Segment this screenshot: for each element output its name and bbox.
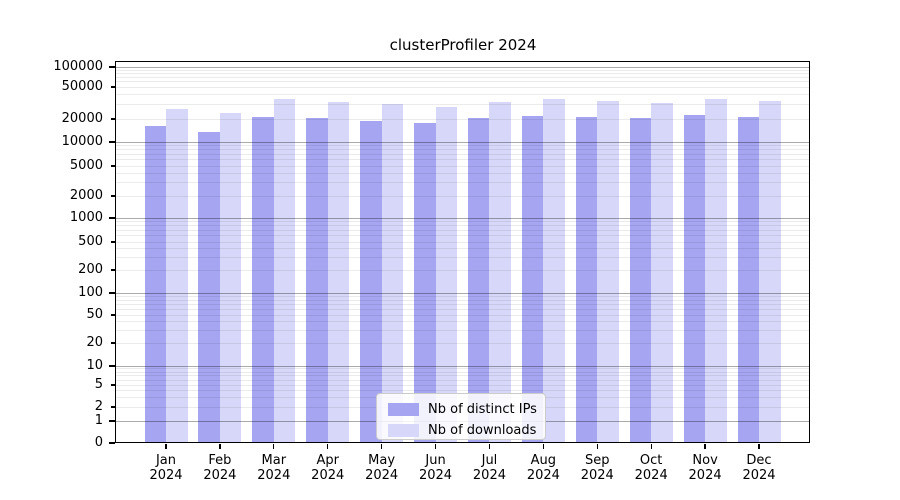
plot-area: Nb of distinct IPs Nb of downloads (115, 61, 810, 443)
legend-item-distinct-ips: Nb of distinct IPs (388, 399, 545, 420)
bar-nb-of-downloads-jul (489, 101, 511, 443)
x-tick-label-feb: Feb 2024 (203, 453, 237, 483)
x-tick-mark (542, 444, 544, 449)
y-tick-label-100: 100 (78, 285, 103, 300)
y-tick-label-20000: 20000 (61, 111, 103, 126)
y-tick-label-5: 5 (94, 377, 103, 392)
x-tick-label-nov: Nov 2024 (688, 453, 722, 483)
x-tick-mark (704, 444, 706, 449)
x-tick-label-jan: Jan 2024 (149, 453, 183, 483)
bar-nb-of-distinct-ips-dec (737, 116, 759, 443)
y-tick-label-0: 0 (94, 435, 103, 450)
x-tick-mark (434, 444, 437, 449)
y-tick-mark (110, 269, 115, 271)
bar-nb-of-downloads-oct (651, 102, 673, 443)
y-tick-label-2: 2 (94, 399, 103, 414)
y-tick-mark (109, 141, 115, 143)
legend-label-downloads: Nb of downloads (428, 423, 537, 438)
bar-nb-of-distinct-ips-jun (414, 123, 436, 443)
y-tick-mark (109, 442, 115, 444)
y-tick-mark (109, 420, 115, 422)
y-tick-mark (110, 118, 115, 120)
bar-nb-of-downloads-apr (327, 101, 350, 443)
x-tick-label-sep: Sep 2024 (580, 453, 614, 483)
y-tick-label-50000: 50000 (61, 79, 103, 94)
x-tick-label-aug: Aug 2024 (526, 453, 560, 483)
bar-nb-of-downloads-dec (759, 100, 781, 443)
x-tick-mark (596, 444, 598, 449)
bar-nb-of-downloads-mar (273, 99, 296, 443)
bar-nb-of-downloads-sep (597, 100, 619, 443)
bar-nb-of-downloads-may (381, 104, 404, 443)
x-tick-mark (327, 444, 329, 449)
y-tick-label-20: 20 (86, 335, 103, 350)
y-tick-mark (109, 217, 115, 219)
y-tick-mark (109, 292, 115, 294)
y-tick-label-10: 10 (86, 358, 103, 373)
bar-nb-of-distinct-ips-sep (575, 116, 598, 443)
bar-nb-of-downloads-jan (166, 108, 188, 443)
y-tick-mark (110, 384, 115, 386)
x-tick-mark (273, 444, 275, 449)
y-tick-label-50: 50 (86, 307, 103, 322)
x-tick-mark (758, 444, 760, 449)
x-tick-label-oct: Oct 2024 (634, 453, 668, 483)
x-tick-label-apr: Apr 2024 (311, 453, 345, 483)
x-tick-mark (380, 444, 383, 449)
y-tick-mark (110, 86, 115, 88)
y-tick-label-10000: 10000 (61, 134, 103, 149)
legend-item-downloads: Nb of downloads (388, 420, 545, 441)
bar-nb-of-distinct-ips-nov (683, 115, 706, 443)
bar-nb-of-distinct-ips-jan (144, 126, 166, 443)
y-tick-mark (110, 195, 115, 197)
y-tick-label-500: 500 (78, 234, 103, 249)
y-tick-label-200: 200 (78, 262, 103, 277)
y-tick-label-1: 1 (94, 413, 103, 428)
bar-nb-of-distinct-ips-apr (306, 118, 328, 443)
y-tick-mark (109, 365, 115, 367)
bar-nb-of-downloads-nov (705, 99, 727, 443)
y-tick-label-100000: 100000 (53, 59, 103, 74)
x-tick-label-may: May 2024 (365, 453, 399, 483)
x-tick-mark (488, 444, 491, 449)
bar-nb-of-downloads-jun (435, 107, 458, 443)
chart-title: clusterProfiler 2024 (389, 36, 537, 54)
bar-nb-of-distinct-ips-aug (521, 115, 544, 443)
x-tick-label-dec: Dec 2024 (742, 453, 776, 483)
x-tick-label-jul: Jul 2024 (472, 453, 506, 483)
legend-label-distinct-ips: Nb of distinct IPs (428, 402, 537, 417)
legend: Nb of distinct IPs Nb of downloads (376, 393, 546, 440)
bar-nb-of-distinct-ips-may (360, 120, 382, 443)
x-tick-mark (165, 444, 167, 449)
y-tick-mark (110, 241, 115, 243)
y-tick-label-2000: 2000 (69, 188, 103, 203)
x-tick-label-mar: Mar 2024 (257, 453, 291, 483)
bar-nb-of-distinct-ips-jul (467, 118, 490, 443)
x-tick-mark (650, 444, 652, 449)
bars-layer (115, 61, 810, 443)
legend-swatch-distinct-ips (388, 403, 419, 416)
y-tick-mark (110, 165, 115, 167)
x-tick-mark (219, 444, 221, 449)
y-tick-label-5000: 5000 (69, 158, 103, 173)
bar-nb-of-downloads-feb (219, 113, 242, 443)
bar-nb-of-distinct-ips-mar (252, 116, 274, 443)
x-tick-label-jun: Jun 2024 (418, 453, 453, 483)
bar-nb-of-distinct-ips-oct (629, 117, 652, 443)
bar-nb-of-distinct-ips-feb (198, 132, 220, 443)
y-tick-mark (109, 66, 115, 68)
y-tick-mark (110, 342, 115, 344)
bar-nb-of-downloads-aug (543, 99, 565, 443)
y-tick-label-1000: 1000 (69, 210, 103, 225)
y-tick-mark (110, 314, 115, 316)
legend-swatch-downloads (388, 424, 419, 437)
y-tick-mark (110, 406, 115, 408)
